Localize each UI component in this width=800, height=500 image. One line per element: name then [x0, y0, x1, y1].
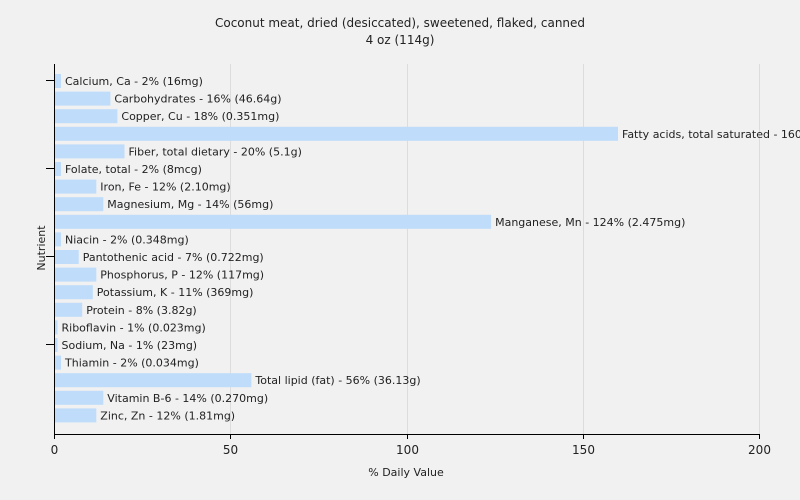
bar-label: Calcium, Ca - 2% (16mg) [65, 75, 203, 88]
bar-label: Magnesium, Mg - 14% (56mg) [107, 198, 273, 211]
bar [54, 91, 111, 106]
bar-label: Riboflavin - 1% (0.023mg) [62, 321, 206, 334]
grid [230, 64, 760, 434]
bar-labels: Calcium, Ca - 2% (16mg) Carbohydrates - 1… [62, 75, 800, 422]
bar [54, 408, 97, 423]
bar-label: Pantothenic acid - 7% (0.722mg) [83, 251, 264, 264]
x-axis-label: % Daily Value [368, 466, 444, 479]
bar-label: Fatty acids, total saturated - 160% (32.… [622, 128, 800, 141]
bar-label: Protein - 8% (3.82g) [86, 304, 197, 317]
bar-label: Total lipid (fat) - 56% (36.13g) [254, 374, 420, 387]
bar-label: Potassium, K - 11% (369mg) [97, 286, 254, 299]
bar [54, 285, 93, 300]
bar [54, 126, 618, 141]
bar-label: Niacin - 2% (0.348mg) [65, 233, 189, 246]
bar [54, 197, 104, 212]
y-axis-label: Nutrient [35, 225, 48, 271]
x-tick-label: 150 [572, 443, 595, 457]
bar [54, 390, 104, 405]
bar-label: Copper, Cu - 18% (0.351mg) [121, 110, 279, 123]
bar-label: Thiamin - 2% (0.034mg) [64, 357, 199, 370]
bar-label: Manganese, Mn - 124% (2.475mg) [495, 216, 685, 229]
bar [54, 179, 97, 194]
bar-label: Iron, Fe - 12% (2.10mg) [100, 181, 230, 194]
axes: 0 50 100 150 200 [46, 64, 771, 457]
x-tick-label: 50 [223, 443, 238, 457]
bar-label: Zinc, Zn - 12% (1.81mg) [100, 409, 235, 422]
bar-label: Vitamin B-6 - 14% (0.270mg) [107, 392, 268, 405]
bar [54, 250, 79, 264]
bar [54, 267, 97, 282]
bar-label: Folate, total - 2% (8mcg) [65, 163, 202, 176]
bar-label: Fiber, total dietary - 20% (5.1g) [129, 145, 302, 158]
bar [54, 302, 83, 317]
bar-label: Sodium, Na - 1% (23mg) [62, 339, 198, 352]
bar [54, 214, 492, 229]
bar [54, 144, 125, 159]
chart-title: Coconut meat, dried (desiccated), sweete… [215, 16, 585, 30]
bar [54, 373, 252, 388]
bar [54, 232, 61, 247]
x-tick-label: 200 [748, 443, 771, 457]
bar [54, 109, 118, 124]
bar [54, 338, 58, 352]
bar [54, 320, 58, 335]
bars [54, 74, 618, 423]
bar [54, 74, 61, 88]
bar [54, 355, 61, 370]
chart-subtitle: 4 oz (114g) [366, 33, 435, 47]
bar [54, 162, 61, 176]
bar-label: Carbohydrates - 16% (46.64g) [114, 93, 281, 106]
bar-label: Phosphorus, P - 12% (117mg) [100, 269, 264, 282]
x-tick-label: 100 [396, 443, 419, 457]
x-tick-label: 0 [51, 443, 59, 457]
